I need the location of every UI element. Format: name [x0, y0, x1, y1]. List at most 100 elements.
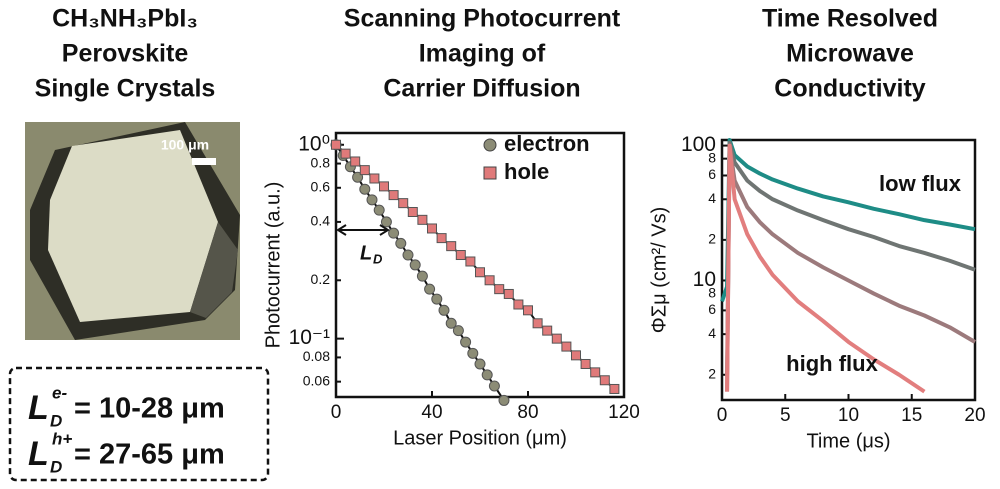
data-point — [407, 206, 418, 217]
annotation: D — [373, 251, 383, 266]
y-tick-label: 0.6 — [311, 178, 331, 194]
annotation: L — [360, 242, 372, 264]
y-axis-label: Photocurrent (a.u.) — [262, 182, 284, 349]
data-point — [379, 181, 389, 192]
data-point — [388, 190, 399, 201]
data-point — [475, 267, 485, 278]
y-axis-label: ΦΣμ (cm²/ Vs) — [648, 207, 670, 334]
data-point — [580, 358, 591, 369]
range: = 27-65 μm — [74, 439, 225, 471]
subscript: D — [50, 411, 62, 430]
y-tick-label: 6 — [708, 166, 716, 182]
chart-title: Imaging of — [419, 40, 546, 68]
data-point — [446, 241, 457, 252]
data-point — [542, 325, 553, 336]
data-point — [503, 288, 514, 299]
header-line: Perovskite — [62, 40, 189, 68]
y-tick-label: 10⁰ — [298, 132, 330, 155]
x-tick-label: 80 — [517, 402, 538, 423]
range: = 10-28 μm — [74, 393, 225, 425]
superscript: h+ — [52, 429, 72, 448]
header-line: Single Crystals — [35, 75, 216, 103]
data-point — [366, 194, 378, 206]
data-point — [532, 318, 543, 329]
data-point — [431, 293, 443, 305]
y-tick-label: 2 — [708, 365, 716, 381]
y-tick-label: 0.8 — [311, 154, 331, 170]
scale-bar-label: 100 μm — [161, 137, 209, 153]
data-point — [523, 305, 533, 316]
x-tick-label: 20 — [964, 405, 985, 426]
data-point — [474, 358, 486, 370]
data-point — [481, 369, 493, 381]
y-tick-label: 100 — [681, 133, 716, 156]
data-point — [465, 256, 476, 267]
legend-marker — [483, 166, 497, 180]
data-point — [380, 216, 392, 228]
data-point — [498, 394, 510, 406]
chart-title: Scanning Photocurrent — [344, 5, 621, 33]
data-point — [416, 270, 428, 282]
y-tick-label: 10 — [693, 268, 716, 291]
data-point — [373, 204, 385, 216]
data-point — [494, 284, 505, 295]
x-axis-label: Time (μs) — [806, 430, 890, 452]
y-tick-label: 6 — [708, 301, 716, 317]
data-point — [484, 275, 495, 286]
data-line — [725, 143, 977, 392]
y-tick-label: 4 — [708, 190, 716, 206]
data-point — [359, 183, 371, 195]
y-tick-label: 0.06 — [303, 372, 330, 388]
symbol: L — [28, 389, 49, 427]
chart-title: Time Resolved — [762, 5, 938, 33]
data-point — [427, 223, 437, 234]
ld-arrow — [336, 224, 390, 236]
x-tick-label: 5 — [780, 405, 791, 426]
data-point — [513, 299, 524, 310]
x-tick-label: 15 — [901, 405, 922, 426]
data-line — [725, 140, 976, 375]
x-tick-label: 120 — [608, 402, 640, 423]
superscript: e- — [52, 383, 67, 402]
x-tick-label: 40 — [421, 402, 442, 423]
data-point — [467, 347, 479, 359]
data-point — [424, 283, 436, 295]
y-tick-label: 0.4 — [311, 213, 331, 229]
data-point — [369, 173, 380, 184]
x-axis-label: Laser Position (μm) — [393, 427, 567, 449]
data-point — [417, 214, 428, 225]
data-point — [452, 325, 464, 337]
y-tick-label: 8 — [708, 284, 716, 300]
data-point — [571, 350, 581, 361]
chart-title: Microwave — [786, 40, 914, 68]
x-tick-label: 0 — [331, 402, 342, 423]
data-point — [359, 165, 370, 176]
crystal-photo — [25, 122, 240, 340]
x-tick-label: 10 — [838, 405, 859, 426]
data-point — [409, 259, 421, 271]
data-point — [350, 156, 361, 167]
annotation: low flux — [879, 171, 962, 196]
data-point — [488, 380, 500, 392]
data-point — [438, 304, 450, 316]
y-tick-label: 4 — [708, 325, 716, 341]
summary-box — [8, 366, 270, 482]
chart-title: Carrier Diffusion — [383, 75, 580, 103]
data-point — [398, 198, 409, 209]
header-line: CH₃NH₃PbI₃ — [52, 5, 198, 33]
data-point — [395, 237, 407, 249]
legend-marker — [483, 138, 497, 152]
data-point — [436, 233, 447, 244]
data-point — [340, 148, 351, 159]
data-point — [460, 336, 472, 348]
data-point — [402, 249, 414, 261]
plot-frame — [334, 131, 626, 399]
data-point — [445, 317, 457, 329]
data-point — [388, 227, 400, 239]
y-tick-label: 0.08 — [303, 348, 330, 364]
y-tick-label: 2 — [708, 231, 716, 247]
legend-label: electron — [504, 131, 590, 156]
legend-label: hole — [504, 159, 549, 184]
data-line — [725, 143, 926, 394]
